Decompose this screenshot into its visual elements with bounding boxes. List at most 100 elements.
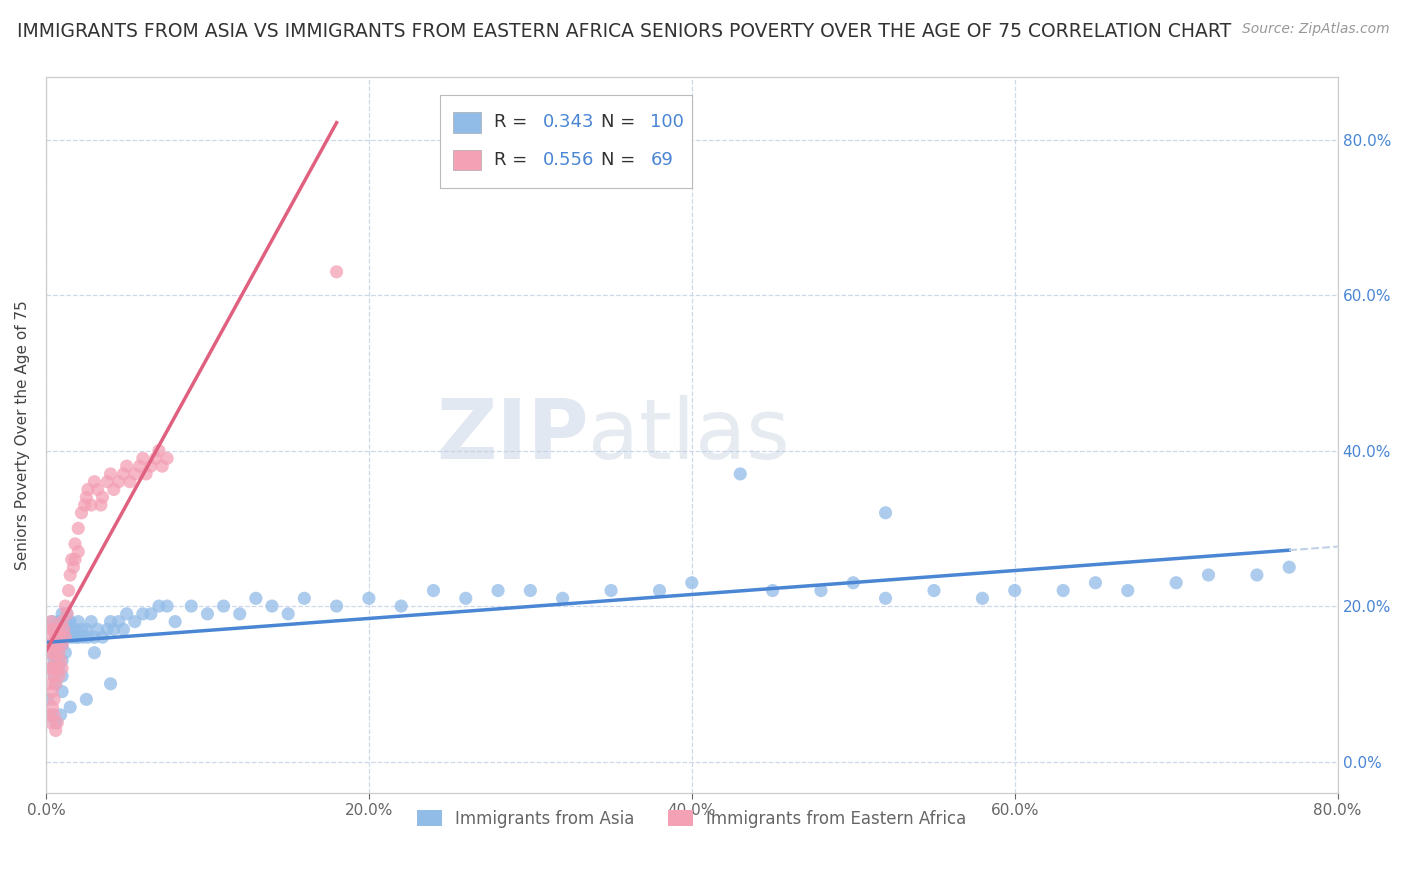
Point: [77, 630, 100, 644]
Point: [41, 623, 63, 637]
Point: [180, 599, 202, 613]
Point: [45, 723, 67, 738]
Point: [325, 599, 347, 613]
Point: [58, 583, 80, 598]
Text: R =: R =: [494, 151, 533, 169]
Point: [45, 630, 67, 644]
Point: [875, 506, 897, 520]
Point: [56, 623, 79, 637]
Point: [83, 630, 105, 644]
Point: [48, 646, 70, 660]
Point: [49, 653, 72, 667]
Point: [454, 591, 477, 606]
Point: [96, 623, 118, 637]
Point: [56, 607, 79, 621]
Point: [1166, 575, 1188, 590]
Point: [124, 615, 146, 629]
Point: [38, 707, 60, 722]
Text: 100: 100: [651, 113, 685, 131]
Point: [63, 552, 86, 566]
Point: [42, 669, 65, 683]
Point: [62, 560, 84, 574]
Point: [51, 615, 73, 629]
Point: [86, 623, 108, 637]
Point: [112, 467, 135, 481]
Text: 0.556: 0.556: [543, 151, 595, 169]
Point: [486, 583, 509, 598]
Point: [42, 692, 65, 706]
Point: [39, 615, 62, 629]
Point: [49, 707, 72, 722]
Point: [63, 537, 86, 551]
Text: ZIP: ZIP: [436, 394, 589, 475]
Point: [91, 630, 114, 644]
Point: [38, 630, 60, 644]
Point: [75, 692, 97, 706]
Point: [45, 630, 67, 644]
Point: [600, 583, 623, 598]
Point: [197, 607, 219, 621]
Point: [53, 630, 76, 644]
Point: [41, 615, 63, 629]
Point: [83, 475, 105, 489]
Point: [922, 583, 945, 598]
Point: [648, 583, 671, 598]
Point: [60, 623, 83, 637]
Point: [42, 653, 65, 667]
Point: [115, 459, 138, 474]
Point: [53, 615, 76, 629]
Point: [37, 692, 59, 706]
Point: [91, 490, 114, 504]
Point: [150, 459, 173, 474]
Point: [67, 544, 90, 558]
Point: [53, 599, 76, 613]
Point: [49, 638, 72, 652]
Point: [51, 684, 73, 698]
Point: [228, 607, 250, 621]
Point: [73, 498, 96, 512]
Point: [245, 591, 267, 606]
Point: [39, 638, 62, 652]
Point: [39, 646, 62, 660]
Point: [681, 575, 703, 590]
Point: [59, 700, 82, 714]
Point: [53, 646, 76, 660]
Point: [45, 715, 67, 730]
Point: [39, 677, 62, 691]
Point: [1052, 583, 1074, 598]
Point: [45, 653, 67, 667]
Point: [842, 575, 865, 590]
Point: [389, 599, 412, 613]
Point: [145, 451, 167, 466]
Text: Source: ZipAtlas.com: Source: ZipAtlas.com: [1241, 22, 1389, 37]
Point: [132, 607, 155, 621]
Point: [80, 498, 103, 512]
Point: [80, 615, 103, 629]
Point: [41, 684, 63, 698]
Point: [212, 599, 235, 613]
Point: [75, 490, 97, 504]
Point: [41, 700, 63, 714]
Point: [51, 607, 73, 621]
Text: R =: R =: [494, 113, 533, 131]
Point: [156, 599, 179, 613]
Point: [46, 661, 69, 675]
Point: [51, 638, 73, 652]
Point: [67, 521, 90, 535]
Point: [59, 568, 82, 582]
Point: [135, 467, 157, 481]
Text: 0.343: 0.343: [543, 113, 595, 131]
Point: [48, 630, 70, 644]
Point: [165, 615, 187, 629]
Point: [39, 715, 62, 730]
Text: N =: N =: [602, 151, 641, 169]
Point: [41, 661, 63, 675]
Text: atlas: atlas: [589, 394, 790, 475]
Point: [48, 623, 70, 637]
Point: [124, 467, 146, 481]
Point: [59, 615, 82, 629]
Point: [77, 483, 100, 497]
Point: [72, 630, 94, 644]
Point: [1084, 575, 1107, 590]
Point: [49, 630, 72, 644]
